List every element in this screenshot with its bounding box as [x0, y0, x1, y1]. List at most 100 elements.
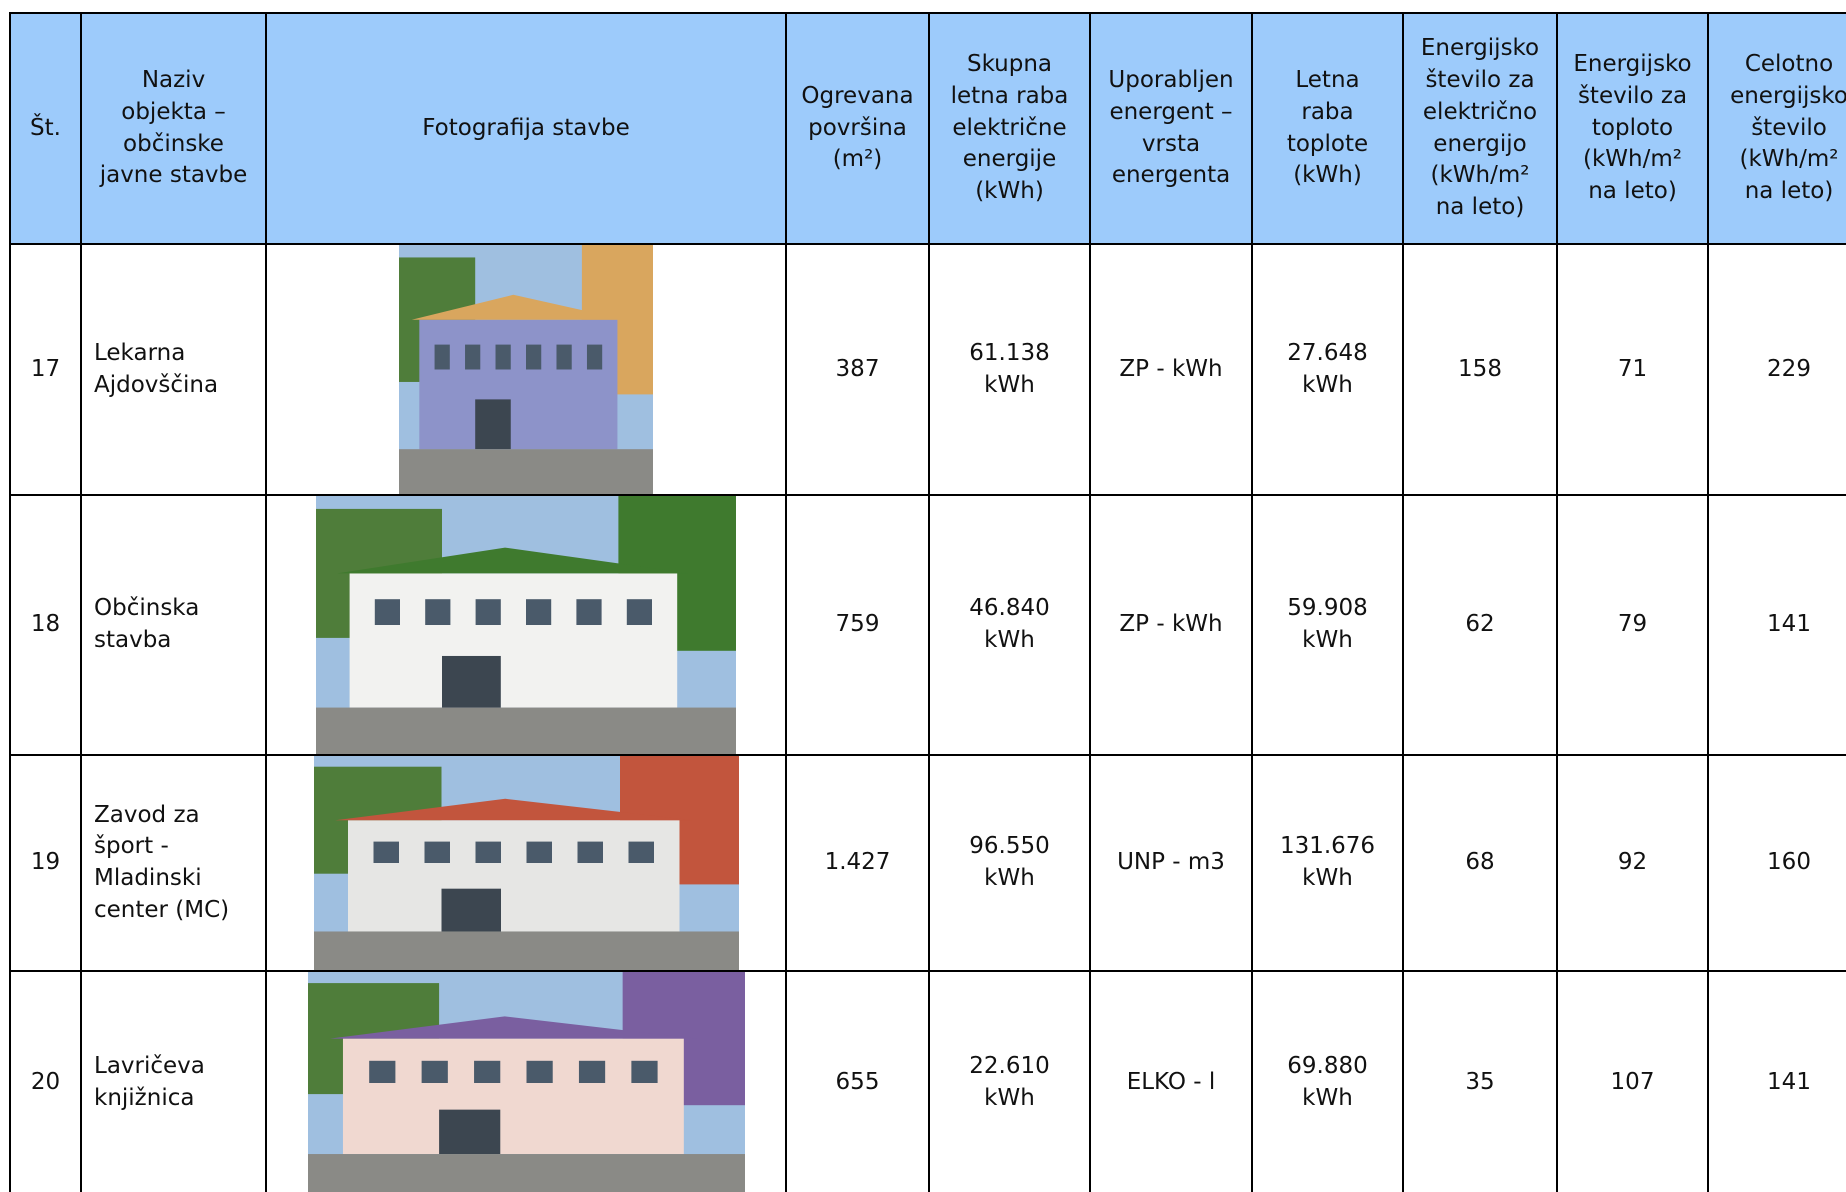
data-cell: 59.908 kWh	[1251, 494, 1404, 756]
photo-shape	[342, 1038, 684, 1155]
photo-shape	[556, 344, 572, 370]
photo-shape	[475, 599, 501, 625]
photo-shape	[307, 1154, 745, 1192]
data-cell: 655	[785, 970, 930, 1192]
data-cell: ELKO - l	[1089, 970, 1253, 1192]
data-cell: 1.427	[785, 754, 930, 972]
photo-shape	[374, 599, 400, 625]
data-cell: 759	[785, 494, 930, 756]
data-cell: 20	[9, 970, 82, 1192]
header-cell: Energijsko število za toploto (kWh/m² na…	[1556, 12, 1709, 245]
data-cell: 141	[1707, 970, 1846, 1192]
header-cell: Fotografija stavbe	[265, 12, 787, 245]
header-cell: Letna raba toplote (kWh)	[1251, 12, 1404, 245]
photo-shape	[495, 344, 511, 370]
photo-shape	[419, 319, 618, 450]
header-cell: Ogrevana površina (m²)	[785, 12, 930, 245]
data-cell: 22.610 kWh	[928, 970, 1091, 1192]
table-row: 20 Lavričeva knjižnica 655 22.610 kWh ELKO -…	[9, 970, 1846, 1192]
building-photo	[313, 756, 739, 970]
photo-cell	[265, 754, 787, 972]
photo-shape	[425, 599, 451, 625]
data-cell: ZP - kWh	[1089, 494, 1253, 756]
photo-shape	[626, 599, 652, 625]
data-cell: 158	[1402, 243, 1558, 496]
data-cell: ZP - kWh	[1089, 243, 1253, 496]
photo-shape	[526, 841, 552, 863]
photo-shape	[411, 294, 626, 320]
data-cell: 160	[1707, 754, 1846, 972]
photo-cell	[265, 243, 787, 496]
name-cell: Lekarna Ajdovščina	[80, 243, 267, 496]
data-cell: 79	[1556, 494, 1709, 756]
photo-shape	[421, 1060, 448, 1083]
photo-shape	[434, 344, 450, 370]
photo-shape	[526, 599, 552, 625]
photo-cell	[265, 970, 787, 1192]
name-cell: Občinska stavba	[80, 494, 267, 756]
data-cell: 71	[1556, 243, 1709, 496]
header-cell: Energijsko število za električno energij…	[1402, 12, 1558, 245]
name-cell: Zavod za šport - Mladinski center (MC)	[80, 754, 267, 972]
data-cell: 62	[1402, 494, 1558, 756]
table-row: 18 Občinska stavba 759 46.840 kWh ZP - kWh 59…	[9, 494, 1846, 756]
photo-shape	[399, 449, 653, 494]
data-cell: 19	[9, 754, 82, 972]
photo-shape	[438, 1109, 500, 1155]
header-cell: Skupna letna raba električne energije (k…	[928, 12, 1091, 245]
photo-shape	[526, 1060, 553, 1083]
photo-shape	[316, 707, 736, 754]
data-cell: 17	[9, 243, 82, 496]
building-photo	[307, 972, 745, 1192]
photo-shape	[442, 655, 501, 708]
photo-shape	[526, 344, 542, 370]
data-cell: 92	[1556, 754, 1709, 972]
photo-shape	[368, 1060, 395, 1083]
photo-shape	[577, 841, 603, 863]
photo-shape	[337, 547, 690, 574]
photo-shape	[465, 344, 481, 370]
photo-shape	[334, 798, 692, 821]
data-cell: 46.840 kWh	[928, 494, 1091, 756]
data-cell: UNP - m3	[1089, 754, 1253, 972]
table-row: 17 Lekarna Ajdovščina 387 61.138 kWh ZP - kW…	[9, 243, 1846, 496]
photo-shape	[473, 1060, 500, 1083]
photo-shape	[578, 1060, 605, 1083]
energy-table: Št. Naziv objekta – občinske javne stavbe…	[9, 12, 1846, 1192]
photo-shape	[628, 841, 654, 863]
photo-shape	[475, 399, 511, 450]
data-cell: 35	[1402, 970, 1558, 1192]
data-cell: 69.880 kWh	[1251, 970, 1404, 1192]
data-cell: 387	[785, 243, 930, 496]
photo-shape	[349, 573, 678, 708]
photo-shape	[313, 931, 739, 970]
photo-shape	[630, 1060, 658, 1083]
photo-shape	[586, 344, 603, 370]
name-cell: Lavričeva knjižnica	[80, 970, 267, 1192]
data-cell: 68	[1402, 754, 1558, 972]
data-cell: 27.648 kWh	[1251, 243, 1404, 496]
table-wrapper: Št. Naziv objekta – občinske javne stavbe…	[9, 12, 1846, 1192]
data-cell: 141	[1707, 494, 1846, 756]
table-row: 19 Zavod za šport - Mladinski center (MC)…	[9, 754, 1846, 972]
header-row: Št. Naziv objekta – občinske javne stavbe…	[9, 12, 1846, 245]
building-photo	[399, 245, 653, 494]
data-cell: 107	[1556, 970, 1709, 1192]
header-cell: Naziv objekta – občinske javne stavbe	[80, 12, 267, 245]
header-cell: Št.	[9, 12, 82, 245]
photo-shape	[373, 841, 399, 863]
data-cell: 131.676 kWh	[1251, 754, 1404, 972]
building-photo	[316, 496, 736, 754]
data-cell: 18	[9, 494, 82, 756]
table-body: 17 Lekarna Ajdovščina 387 61.138 kWh ZP - kW…	[9, 243, 1846, 1192]
photo-shape	[441, 888, 501, 932]
header-cell: Celotno energijsko število (kWh/m² na le…	[1707, 12, 1846, 245]
photo-shape	[347, 820, 679, 932]
photo-cell	[265, 494, 787, 756]
data-cell: 229	[1707, 243, 1846, 496]
photo-shape	[576, 599, 602, 625]
header-cell: Uporabljen energent – vrsta energenta	[1089, 12, 1253, 245]
data-cell: 96.550 kWh	[928, 754, 1091, 972]
data-cell: 61.138 kWh	[928, 243, 1091, 496]
